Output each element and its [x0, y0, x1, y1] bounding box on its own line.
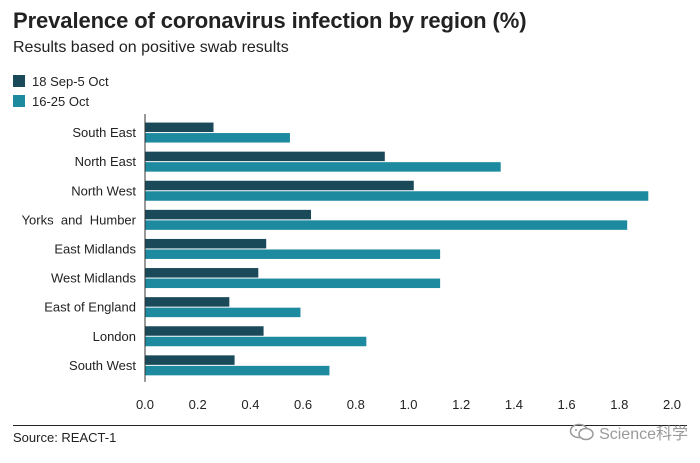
legend-label-series-2: 16-25 Oct	[32, 93, 90, 109]
bar-1-1	[145, 151, 385, 162]
x-tick-label: 1.6	[558, 397, 576, 412]
category-label: North West	[71, 183, 136, 198]
category-label: East Midlands	[54, 241, 136, 256]
bar-2-7	[145, 336, 367, 347]
bar-1-3	[145, 209, 312, 220]
wechat-icon	[569, 423, 594, 441]
bar-2-5	[145, 278, 441, 289]
source-note: Source: REACT-1	[13, 430, 117, 445]
bar-1-4	[145, 238, 267, 249]
bar-2-8	[145, 365, 330, 376]
bar-1-8	[145, 355, 235, 365]
x-tick-label: 1.0	[399, 397, 417, 412]
x-tick-label: 1.2	[452, 397, 470, 412]
watermark: Science科学	[569, 420, 688, 444]
bar-chart: South East North East North West Yorks and …	[22, 114, 681, 412]
category-label: Yorks and Humber	[22, 212, 137, 227]
legend-item-series-1: 18 Sep-5 Oct	[13, 71, 109, 91]
category-label: West Midlands	[51, 271, 137, 286]
bar-2-6	[145, 307, 301, 318]
category-label: London	[93, 329, 136, 344]
x-tick-label: 2.0	[663, 397, 681, 412]
category-label: South West	[69, 358, 136, 373]
bar-1-2	[145, 180, 414, 191]
legend-swatch-series-2	[13, 95, 25, 107]
x-tick-label: 1.4	[505, 397, 523, 412]
category-label: South East	[72, 125, 136, 140]
legend: 18 Sep-5 Oct 16-25 Oct	[13, 71, 109, 111]
bars-group	[144, 114, 649, 382]
bar-2-4	[145, 249, 441, 259]
bar-1-7	[145, 326, 264, 336]
bar-1-6	[145, 297, 230, 307]
x-tick-label: 0.8	[347, 397, 365, 412]
legend-item-series-2: 16-25 Oct	[13, 91, 109, 111]
bar-2-3	[145, 220, 628, 230]
chart-subtitle: Results based on positive swab results	[13, 39, 289, 56]
category-label: North East	[75, 154, 137, 169]
bar-1-0	[145, 122, 214, 133]
x-tick-label: 0.4	[241, 397, 259, 412]
x-tick-label: 0.2	[189, 397, 207, 412]
category-label: East of England	[44, 300, 136, 315]
chart-title: Prevalence of coronavirus infection by r…	[13, 8, 527, 33]
x-tick-label: 0.0	[136, 397, 154, 412]
category-labels: South East North East North West Yorks and …	[22, 125, 137, 373]
bar-2-0	[145, 133, 290, 143]
footer-divider	[13, 425, 687, 426]
x-tick-label: 1.8	[610, 397, 628, 412]
bar-2-2	[145, 191, 649, 201]
bar-2-1	[145, 162, 501, 172]
legend-swatch-series-1	[13, 75, 25, 87]
bar-1-5	[145, 268, 259, 278]
x-axis-ticks: 0.0 0.2 0.4 0.6 0.8 1.0 1.2 1.4 1.6 1.8 2.0	[136, 397, 681, 412]
x-tick-label: 0.6	[294, 397, 312, 412]
legend-label-series-1: 18 Sep-5 Oct	[32, 73, 109, 89]
watermark-text: Science科学	[599, 426, 688, 443]
